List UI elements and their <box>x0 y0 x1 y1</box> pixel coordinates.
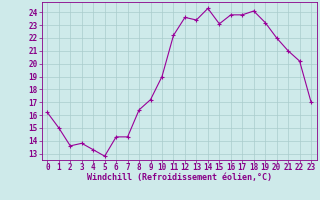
X-axis label: Windchill (Refroidissement éolien,°C): Windchill (Refroidissement éolien,°C) <box>87 173 272 182</box>
